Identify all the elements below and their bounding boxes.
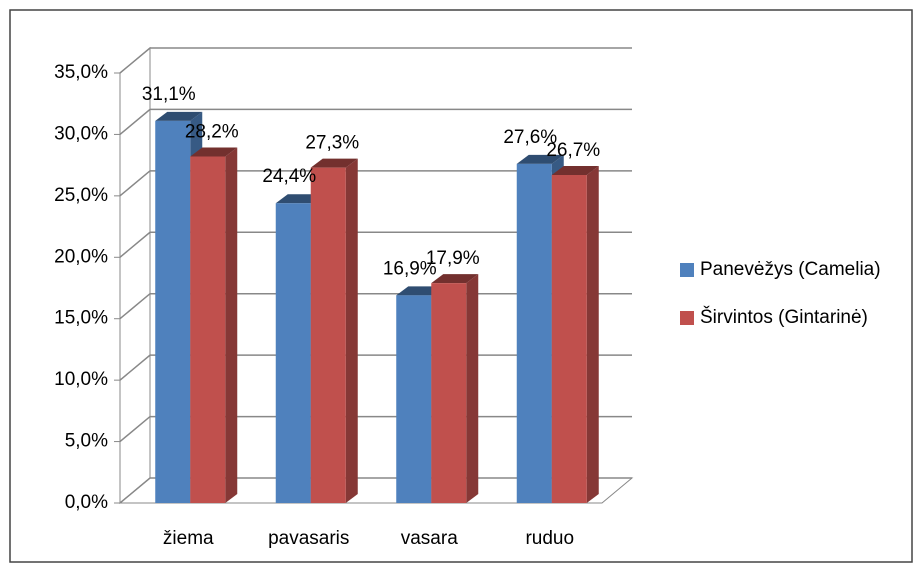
bar-face: [345, 158, 358, 503]
y-tick-label: 25,0%: [54, 185, 108, 206]
y-tick-label: 15,0%: [54, 308, 108, 329]
bar-face: [310, 167, 346, 503]
x-tick-label: žiema: [163, 528, 214, 549]
y-tick-label: 10,0%: [54, 369, 108, 390]
bar-face: [431, 274, 479, 284]
data-label: 16,9%: [383, 258, 437, 279]
bar: [190, 147, 238, 504]
data-label: 17,9%: [426, 248, 480, 269]
bar-face: [586, 165, 599, 503]
bar-face: [396, 295, 432, 503]
y-tick-label: 30,0%: [54, 123, 108, 144]
bar-face: [225, 147, 238, 504]
bar-face: [310, 158, 358, 168]
y-tick-label: 0,0%: [65, 492, 108, 513]
x-tick-label: pavasaris: [268, 528, 349, 549]
grid-line: [119, 108, 632, 136]
bar-face: [275, 203, 311, 503]
bar-face: [155, 120, 191, 504]
bar-face: [516, 154, 564, 164]
legend-label: Panevėžys (Camelia): [700, 259, 881, 280]
grid-line: [119, 231, 632, 258]
data-label: 24,4%: [262, 166, 316, 187]
legend-swatch: [680, 311, 694, 325]
bar-face: [155, 111, 203, 121]
data-label: 27,6%: [503, 127, 557, 148]
grid-line: [119, 170, 632, 197]
data-label: 26,7%: [546, 140, 600, 161]
bar: [431, 274, 479, 503]
data-label: 28,2%: [185, 122, 239, 143]
data-label: 31,1%: [142, 84, 196, 105]
bar-face: [466, 274, 479, 503]
bar-face: [190, 147, 238, 157]
bar-face: [551, 165, 599, 175]
bar-face: [516, 163, 552, 503]
x-tick-label: ruduo: [525, 528, 574, 549]
y-tick-label: 5,0%: [65, 431, 108, 452]
y-tick-label: 35,0%: [54, 62, 108, 83]
side-wall: [119, 46, 151, 505]
bar: [310, 158, 358, 503]
bar: [551, 165, 599, 503]
legend-swatch: [680, 263, 694, 277]
y-tick-label: 20,0%: [54, 246, 108, 267]
grid-line: [119, 47, 632, 74]
bar-face: [431, 283, 467, 503]
bar-face: [551, 174, 587, 503]
legend-label: Širvintos (Gintarinė): [700, 306, 868, 328]
x-tick-label: vasara: [401, 528, 458, 549]
bar-face: [190, 156, 226, 504]
data-label: 27,3%: [305, 133, 359, 154]
